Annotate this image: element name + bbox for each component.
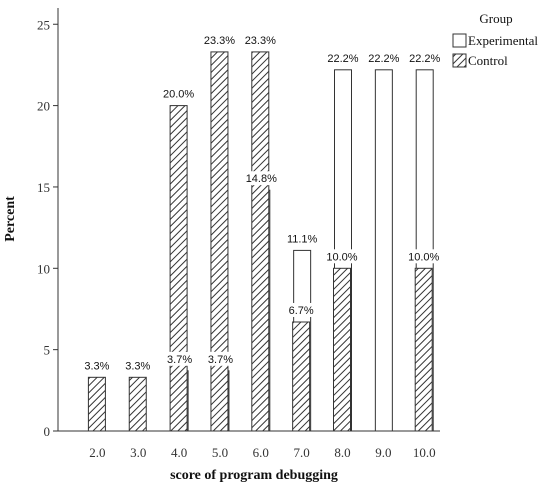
- x-axis-title: score of program debugging: [170, 468, 338, 483]
- data-label: 10.0%: [408, 251, 439, 263]
- data-label: 22.2%: [327, 53, 358, 65]
- legend-label-experimental: Experimental: [468, 33, 538, 48]
- data-label-bg: [164, 351, 195, 366]
- x-tick-label: 6.0: [253, 445, 269, 460]
- y-axis-title: Percent: [3, 196, 18, 242]
- data-label-bg: [325, 50, 361, 65]
- data-label-bg: [284, 231, 321, 246]
- bar-control-10.0: [414, 267, 433, 432]
- data-label: 3.3%: [84, 360, 109, 372]
- data-label-bg: [365, 50, 402, 65]
- data-label-bg: [406, 50, 443, 65]
- data-label-bg: [405, 249, 442, 264]
- value-labels: 3.7% 3.7% 14.8% 11.1% 22.2% 22.2% 22.2% 3.3% 3.3…: [82, 32, 443, 373]
- legend-label-control: Control: [468, 53, 508, 68]
- data-label-bg: [82, 358, 112, 373]
- data-label: 22.2%: [409, 53, 440, 65]
- data-label-bg: [242, 32, 279, 47]
- legend: Group Experimental Control: [452, 11, 538, 68]
- x-tick-label: 5.0: [212, 445, 228, 460]
- bar-control-5.0: [210, 51, 229, 432]
- x-tick-label: 9.0: [375, 445, 391, 460]
- data-label: 11.1%: [287, 233, 318, 245]
- bar-control-6.0: [251, 51, 270, 432]
- y-ticks: 0 5 10 15 20 25: [37, 17, 58, 439]
- y-tick-label: 0: [44, 424, 51, 439]
- data-label: 10.0%: [326, 251, 357, 263]
- data-label: 6.7%: [289, 305, 314, 317]
- data-label-bg: [160, 86, 197, 101]
- x-tick-label: 3.0: [130, 445, 146, 460]
- legend-title: Group: [479, 11, 512, 26]
- bar-control-8.0: [333, 267, 351, 432]
- y-tick-label: 25: [37, 17, 50, 32]
- data-label-bg: [324, 249, 360, 264]
- y-tick-label: 15: [37, 180, 50, 195]
- data-label-bg: [201, 32, 238, 47]
- data-label: 3.7%: [167, 354, 192, 366]
- bar-control-4.0: [169, 105, 188, 432]
- x-tick-label: 8.0: [334, 445, 350, 460]
- data-label: 20.0%: [163, 89, 194, 101]
- data-label: 23.3%: [204, 35, 235, 47]
- data-label-bg: [243, 171, 280, 186]
- data-label: 14.8%: [246, 173, 277, 185]
- x-tick-label: 10.0: [413, 445, 436, 460]
- data-label-bg: [205, 351, 236, 366]
- data-label: 22.2%: [368, 53, 399, 65]
- bar-control-7.0: [292, 321, 311, 432]
- x-tick-label: 2.0: [89, 445, 105, 460]
- y-tick-label: 20: [37, 99, 50, 114]
- y-tick-label: 5: [44, 343, 51, 358]
- legend-swatch-experimental: [452, 33, 467, 48]
- x-tick-label: 7.0: [294, 445, 310, 460]
- data-label-bg: [286, 302, 316, 317]
- legend-swatch-control: [452, 53, 467, 68]
- x-ticks: 2.0 3.0 4.0 5.0 6.0 7.0 8.0 9.0 10.0: [89, 445, 435, 460]
- data-label-bg: [122, 358, 153, 373]
- y-tick-label: 10: [37, 261, 50, 276]
- data-label: 3.7%: [208, 354, 233, 366]
- bar-control-2.0: [87, 376, 106, 432]
- x-tick-label: 4.0: [171, 445, 187, 460]
- data-label: 3.3%: [125, 360, 150, 372]
- bar-control-3.0: [128, 376, 147, 432]
- bar-experimental-9.0: [374, 69, 393, 432]
- bars: [87, 51, 434, 432]
- data-label: 23.3%: [245, 35, 276, 47]
